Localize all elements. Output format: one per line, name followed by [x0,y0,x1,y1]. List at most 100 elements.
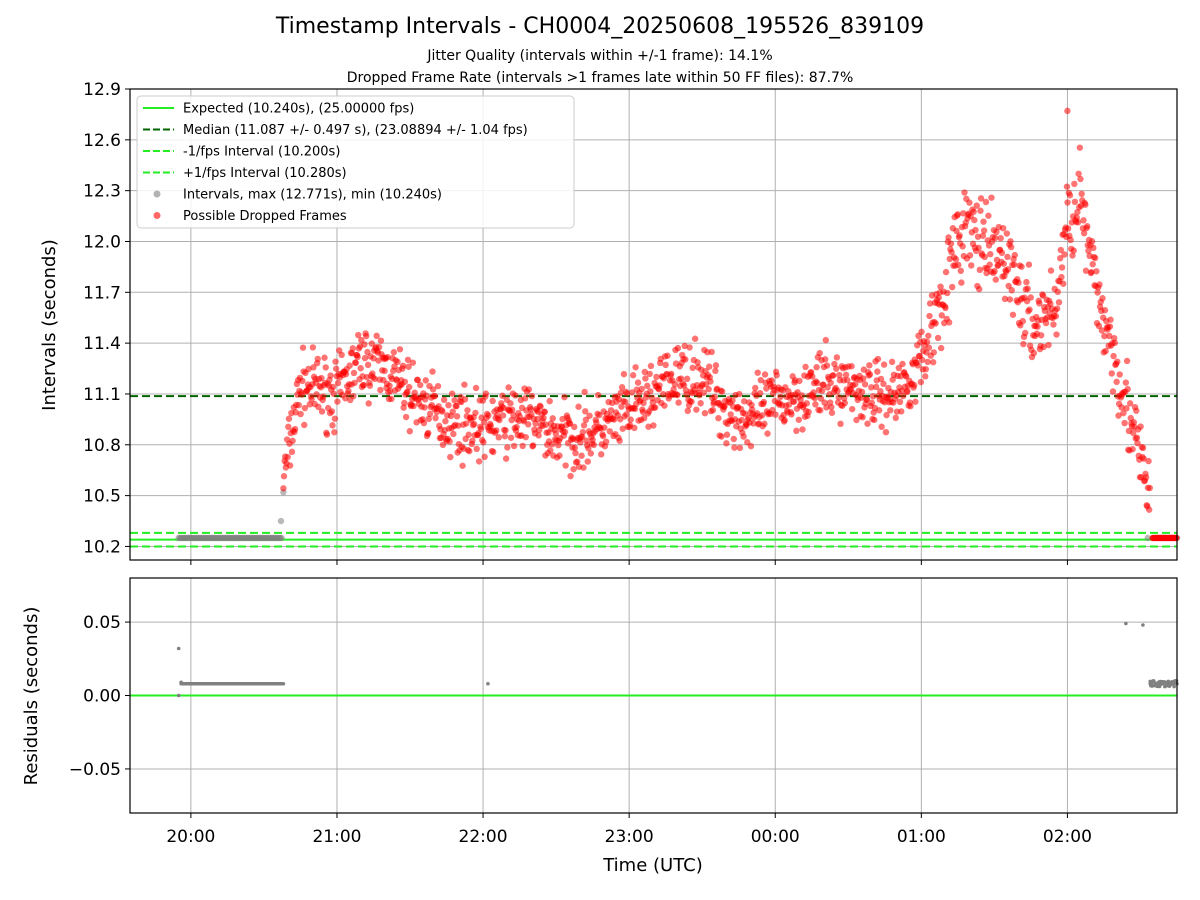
top-axis-ticks: 10.2 10.5 10.8 11.1 11.4 11.7 12.0 12.3 12.6 12.9 [83,80,1068,565]
dropped-frame-point [768,377,776,384]
dropped-frame-point [727,411,734,418]
dropped-frame-point [639,408,647,416]
x-axis-label: Time (UTC) [602,855,703,876]
dropped-frame-point [541,408,548,416]
dropped-frame-point [922,373,929,380]
dropped-frame-point [829,372,837,379]
dropped-frame-point [345,387,352,395]
dropped-frame-point [956,232,963,239]
dropped-frame-point [844,376,851,384]
dropped-frame-point [683,375,691,383]
dropped-frame-point [999,224,1007,232]
dropped-frame-point [465,431,472,438]
dropped-frame-point [577,439,584,446]
dropped-frame-point [788,411,795,418]
dropped-frame-point [1096,281,1103,288]
dropped-frame-point [499,392,506,399]
dropped-frame-point [988,194,995,201]
legend-label: +1/fps Interval (10.280s) [183,166,347,181]
dropped-frame-point [301,404,309,412]
dropped-frame-point [918,328,925,336]
dropped-frame-point [671,381,679,388]
dropped-frame-point [1063,183,1071,190]
dropped-frame-point [860,375,867,382]
dropped-frame-point [629,372,637,379]
dropped-frame-point [945,319,953,326]
dropped-frame-point [425,429,432,437]
dropped-frame-point [1030,349,1038,357]
dropped-frame-point [284,453,291,461]
dropped-frame-point [1009,311,1017,318]
dropped-frame-point [346,362,353,369]
residual-point [1172,684,1176,689]
dropped-frame-point [537,403,544,410]
dropped-frame-point [859,413,866,421]
dropped-frame-point [761,420,768,428]
dropped-frame-point [1111,339,1119,347]
dropped-frame-point [937,344,945,352]
dropped-frame-point [472,409,479,417]
dropped-frame-point [1089,260,1096,268]
dropped-frame-point [1107,316,1114,323]
dropped-frame-point [1053,305,1061,312]
dropped-frame-point [309,344,317,351]
dropped-frame-point [482,390,490,397]
dropped-frame-point [992,276,999,283]
dropped-frame-point [866,362,873,369]
dropped-frame-point [370,355,377,362]
dropped-frame-point [487,422,494,429]
dropped-frame-point [634,379,642,386]
dropped-frame-point [1018,263,1025,270]
dropped-frame-point [567,472,574,480]
dropped-frame-point [652,404,659,411]
dropped-frame-point [674,344,682,352]
dropped-frame-point [650,422,657,429]
dropped-frame-point [425,415,433,423]
dropped-frame-point [977,195,985,202]
dropped-frame-point [945,234,952,241]
dropped-frame-point [924,358,931,366]
dropped-frame-point [305,365,312,373]
dropped-frame-point [880,380,887,388]
top-y-tick-label: 11.1 [83,385,121,405]
dropped-frame-point [874,368,881,375]
dropped-frame-point [896,398,904,406]
residual-point [486,681,490,686]
dropped-frame-point [1126,400,1134,407]
dropped-frame-point [1082,267,1090,274]
dropped-frame-point [334,398,341,405]
dropped-frame-point [475,458,483,465]
dropped-frame-point [675,399,682,406]
top-y-tick-label: 12.0 [83,232,121,252]
dropped-frame-point [802,363,809,371]
dropped-frame-point [493,427,500,434]
dropped-frame-point [976,266,984,274]
dropped-frame-point [1070,247,1077,254]
dropped-frame-point [1023,278,1030,286]
dropped-frame-point [310,364,317,371]
dropped-frame-point [299,344,307,351]
dropped-frame-point [351,379,358,387]
dropped-frame-point [1071,180,1078,188]
dropped-frame-point [582,408,589,415]
dropped-frame-point [1058,273,1065,281]
dropped-frame-point [373,332,380,340]
dropped-frame-point [763,385,770,392]
dropped-frame-point [852,380,859,388]
dropped-frame-point [925,344,933,351]
dropped-frame-point [866,371,874,378]
dropped-frame-point [561,393,568,401]
dropped-frame-point [459,462,466,469]
dropped-frame-point [327,372,334,379]
dropped-frame-point [986,261,993,268]
dropped-frame-point [821,356,829,363]
dropped-frame-point [1122,379,1130,386]
dropped-frame-point [585,445,592,452]
bottom-y-axis-label: Residuals (seconds) [21,607,42,786]
dropped-frame-point [693,406,700,413]
dropped-frame-point [601,424,608,431]
dropped-frame-point [641,368,649,376]
dropped-frame-point [1116,371,1123,378]
dropped-frame-point [715,414,722,422]
dropped-frame-point [664,352,671,359]
